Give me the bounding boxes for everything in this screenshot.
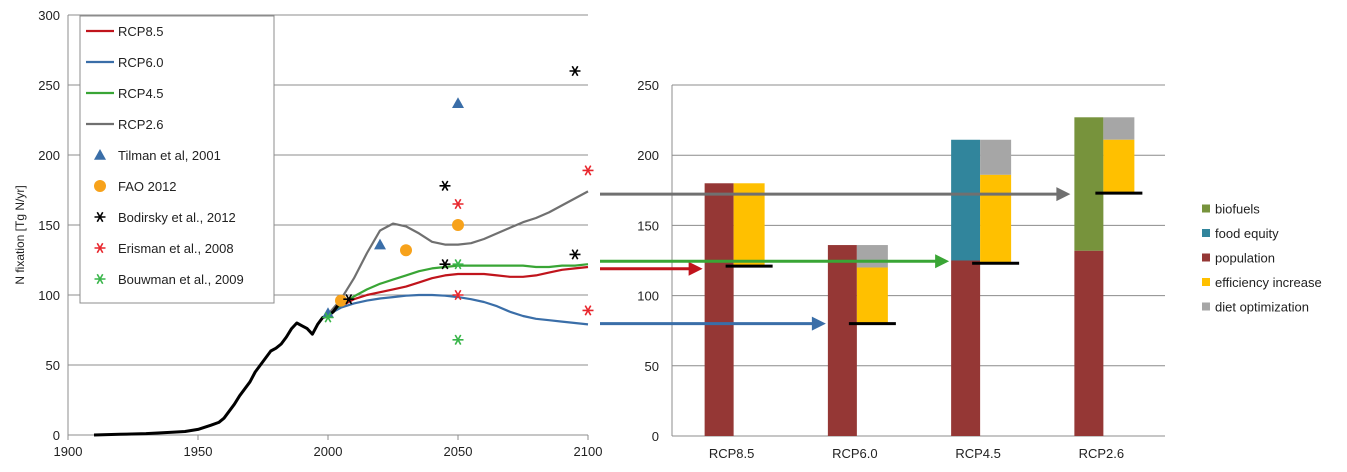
legend-marker-bodirsky-et-al-2012: [94, 211, 106, 223]
point-fao-2012: [335, 294, 347, 307]
legend-label-food-equity: food equity: [1215, 226, 1279, 241]
point-fao-2012: [452, 219, 464, 231]
legend-label-bouwman-et-al-2009: Bouwman et al., 2009: [118, 272, 244, 287]
y-tick-label: 200: [38, 148, 60, 163]
legend-label-rcp4-5: RCP4.5: [118, 86, 164, 101]
arrow-rcp4-5-head: [935, 254, 950, 269]
legend-label-rcp2-6: RCP2.6: [118, 117, 164, 132]
bar-segment-rcp4-5-efficiency-increase: [980, 174, 1012, 264]
legend-swatch-biofuels: [1202, 204, 1210, 213]
legend-swatch-efficiency-increase: [1202, 278, 1210, 286]
bar-segment-rcp2-6-biofuels: [1074, 117, 1104, 251]
legend-label-biofuels: biofuels: [1215, 202, 1260, 217]
x-tick-label: 1900: [54, 444, 83, 459]
legend-marker-tilman-et-al-2001: [94, 149, 106, 160]
category-label: RCP6.0: [832, 446, 878, 461]
point-bodirsky-et-al-2012: [343, 294, 355, 305]
bar-segment-rcp8-5-efficiency-increase: [733, 183, 765, 267]
arrow-rcp6-0-head: [811, 316, 826, 331]
historical-line: [93, 297, 350, 437]
legend-marker-erisman-et-al-2008: [94, 242, 106, 254]
legend-marker-fao-2012: [94, 180, 106, 192]
bar-y-tick-label: 250: [637, 78, 659, 93]
category-label: RCP8.5: [709, 446, 755, 461]
x-tick-label: 2100: [574, 444, 603, 459]
y-axis-label: N fixation [Tg N/yr]: [13, 185, 27, 284]
legend-label-tilman-et-al-2001: Tilman et al, 2001: [118, 148, 221, 163]
arrow-rcp6-0: [600, 316, 826, 331]
point-bouwman-et-al-2009: [452, 334, 464, 345]
series-line-rcp2-6: [327, 190, 589, 316]
point-erisman-et-al-2008: [582, 165, 594, 176]
legend-label-rcp8-5: RCP8.5: [118, 24, 164, 39]
point-bouwman-et-al-2009: [322, 312, 334, 323]
category-label: RCP4.5: [955, 446, 1001, 461]
arrow-rcp2-6: [600, 187, 1071, 202]
arrow-rcp4-5: [600, 254, 950, 269]
legend-swatch-food-equity: [1202, 229, 1210, 237]
legend-swatch-population: [1202, 253, 1210, 262]
point-bouwman-et-al-2009: [452, 259, 464, 270]
bar-segment-rcp2-6-efficiency-increase: [1103, 139, 1135, 194]
y-tick-label: 100: [38, 288, 60, 303]
bar-chart: 0 50 100 150 200 250 RCP8.5 RCP6.0 RCP4.5 RCP2.6 b…: [637, 78, 1321, 461]
y-tick-label: 300: [38, 8, 60, 23]
y-tick-label: 0: [53, 428, 60, 443]
bar-segment-rcp2-6-population: [1074, 250, 1104, 436]
legend-box: [79, 15, 275, 304]
bar-segment-rcp6-0-diet-optimization: [856, 245, 888, 268]
y-tick-label: 50: [46, 358, 60, 373]
line-chart: 0 50 100 150 200 250 300 1900 1950 2000 2050 2100 N …: [13, 8, 602, 459]
legend-label-rcp6-0: RCP6.0: [118, 55, 164, 70]
category-label: RCP2.6: [1079, 446, 1125, 461]
point-fao-2012: [400, 244, 412, 257]
point-bodirsky-et-al-2012: [569, 65, 581, 77]
bar-y-tick-label: 150: [637, 218, 659, 233]
bar-y-tick-label: 0: [652, 429, 659, 444]
x-tick-label: 2050: [444, 444, 473, 459]
point-bodirsky-et-al-2012: [569, 249, 581, 260]
bar-segment-rcp6-0-efficiency-increase: [856, 267, 888, 324]
legend-label-fao-2012: FAO 2012: [118, 179, 177, 194]
arrows: [600, 187, 1071, 331]
legend-label-erisman-et-al-2008: Erisman et al., 2008: [118, 241, 234, 256]
x-tick-label: 1950: [184, 444, 213, 459]
y-tick-label: 150: [38, 218, 60, 233]
y-tick-label: 250: [38, 78, 60, 93]
point-erisman-et-al-2008: [452, 289, 464, 301]
bar-segment-rcp4-5-diet-optimization: [980, 139, 1012, 175]
point-bodirsky-et-al-2012: [439, 180, 451, 191]
legend-label-population: population: [1215, 251, 1275, 266]
bar-segment-rcp2-6-diet-optimization: [1103, 117, 1135, 140]
point-tilman-et-al-2001: [322, 307, 334, 318]
bar-y-tick-label: 50: [645, 359, 659, 374]
point-tilman-et-al-2001: [452, 97, 464, 108]
bar-y-tick-label: 200: [637, 148, 659, 163]
bar-segment-rcp6-0-population: [827, 245, 857, 436]
series-line-rcp8-5: [327, 265, 589, 316]
bar-segment-rcp8-5-population: [704, 183, 734, 436]
point-erisman-et-al-2008: [582, 305, 594, 316]
legend-label-efficiency-increase: efficiency increase: [1215, 275, 1322, 290]
arrow-rcp8-5: [600, 261, 703, 276]
bar-segment-rcp4-5-food-equity: [951, 139, 981, 261]
series-line-rcp6-0: [327, 293, 589, 326]
legend-label-diet-optimization: diet optimization: [1215, 300, 1309, 315]
point-bodirsky-et-al-2012: [439, 259, 451, 270]
legend-label-bodirsky-et-al-2012: Bodirsky et al., 2012: [118, 210, 236, 225]
x-tick-label: 2000: [314, 444, 343, 459]
bar-y-tick-label: 100: [637, 289, 659, 304]
arrow-rcp8-5-head: [688, 261, 703, 276]
point-tilman-et-al-2001: [374, 238, 386, 250]
point-erisman-et-al-2008: [452, 198, 464, 210]
arrow-rcp2-6-head: [1056, 187, 1071, 202]
bar-segment-rcp4-5-population: [951, 260, 981, 436]
legend-swatch-diet-optimization: [1202, 302, 1210, 311]
legend-marker-bouwman-et-al-2009: [94, 273, 106, 285]
